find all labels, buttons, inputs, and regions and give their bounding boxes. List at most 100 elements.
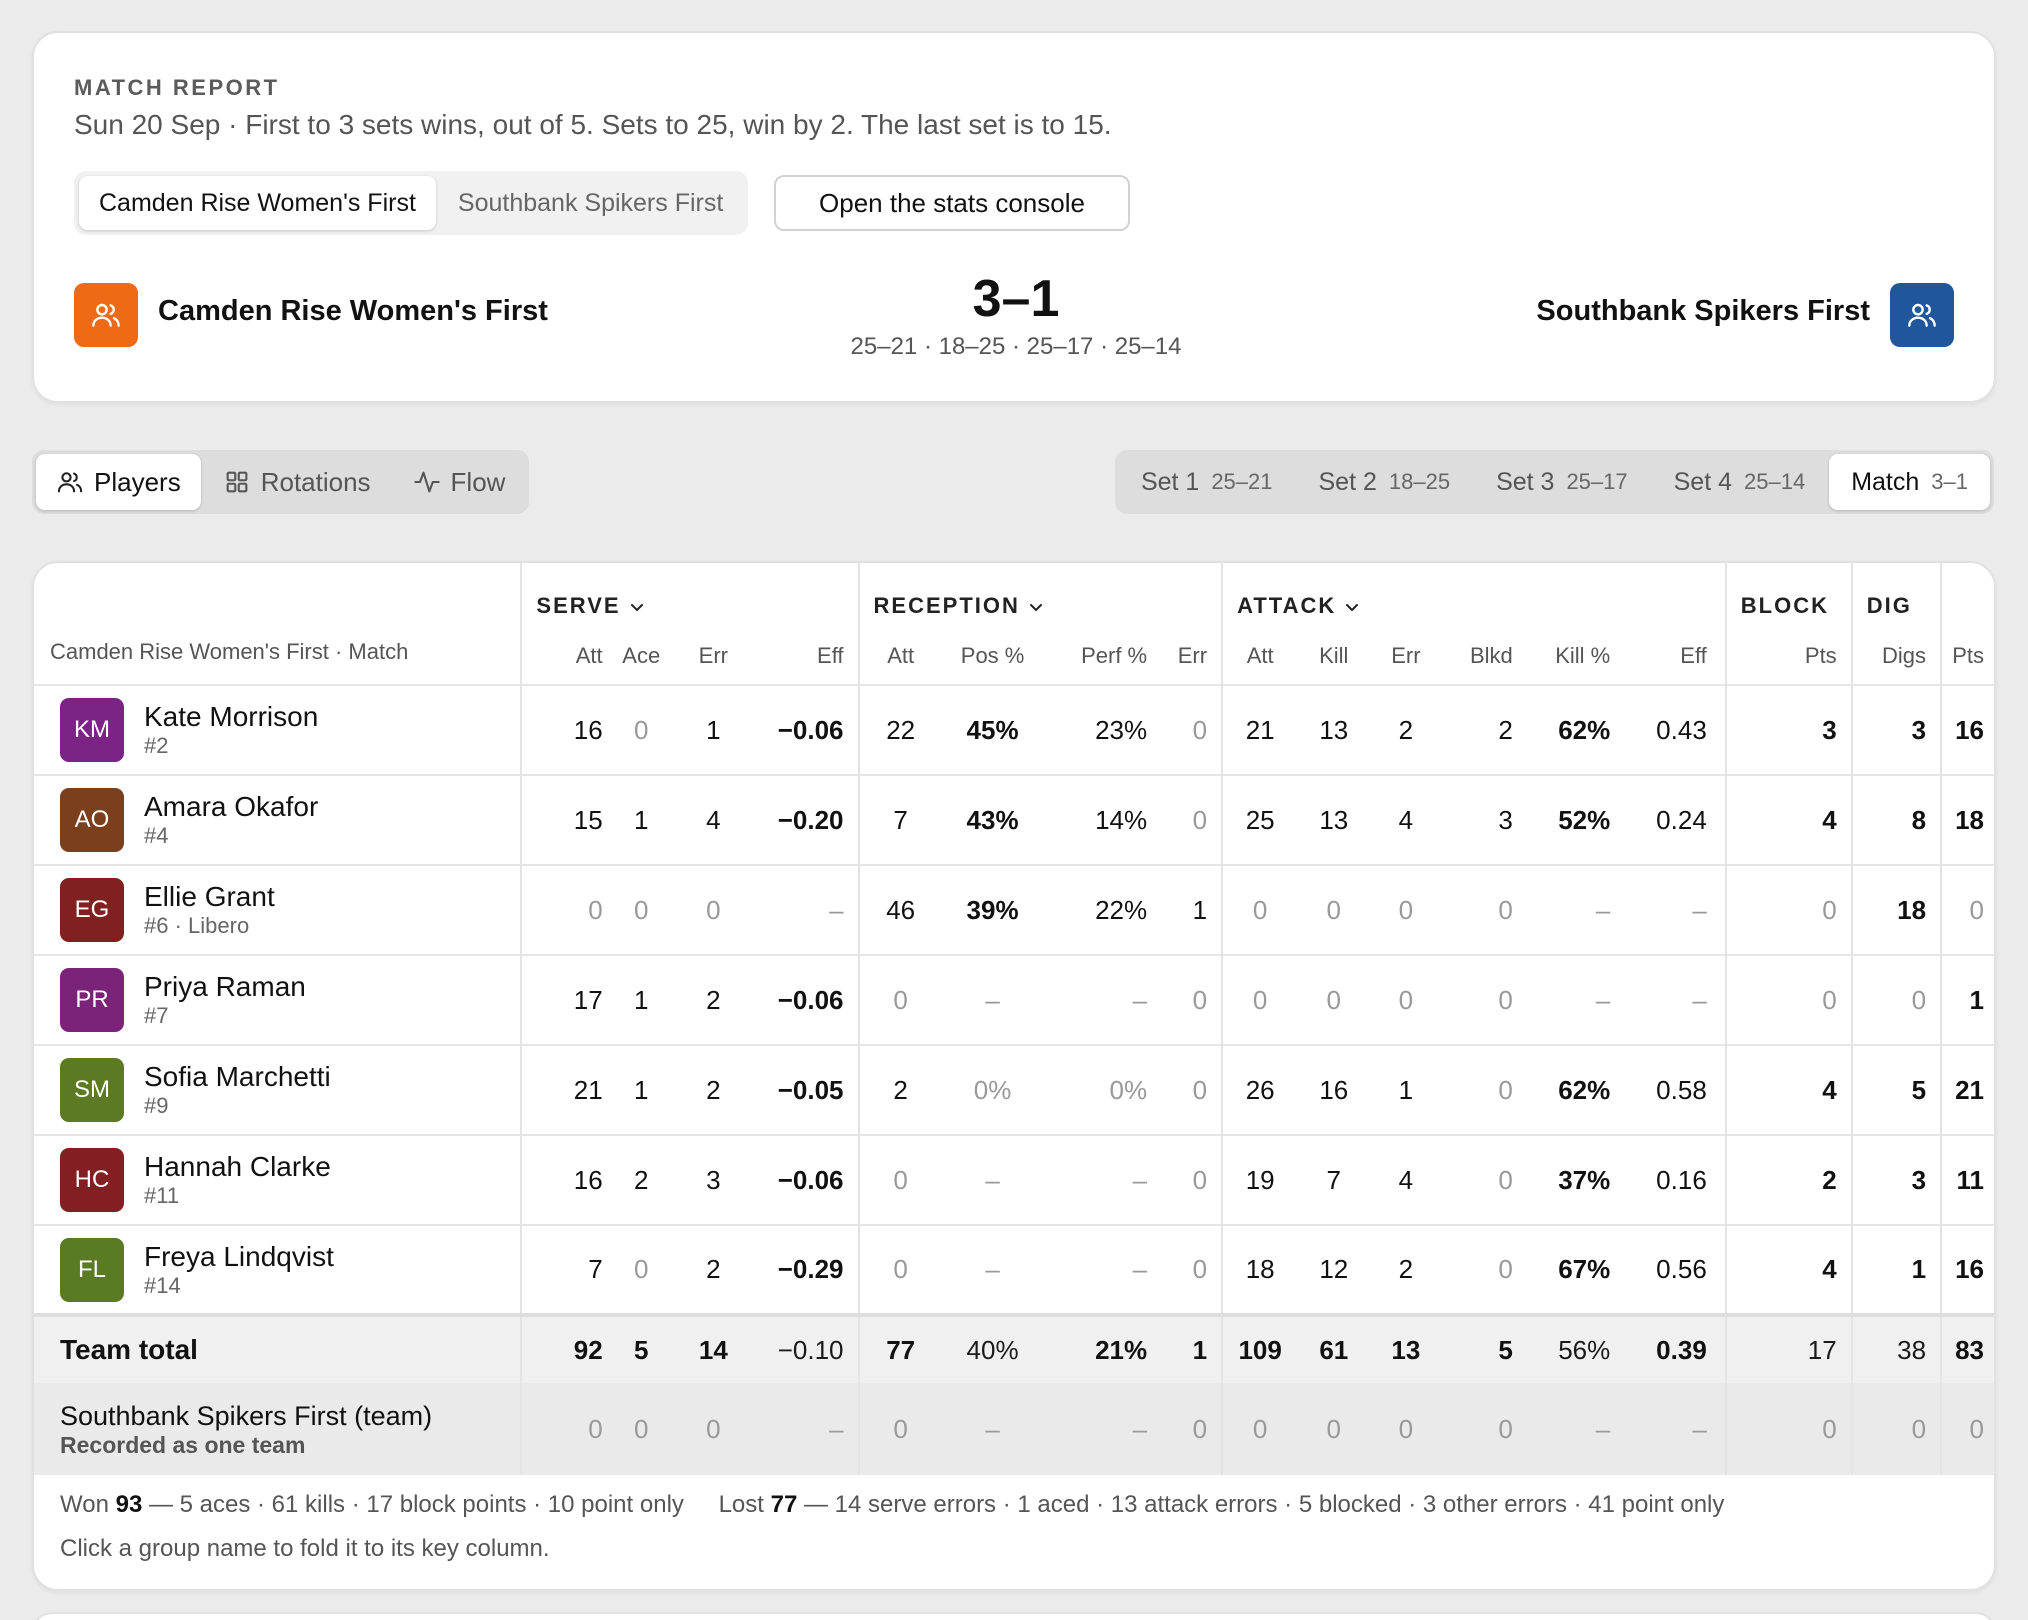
tab-set-1[interactable]: Set 1 25–21 [1119,454,1295,510]
player-row[interactable]: EG Ellie Grant #6 · Libero 0 0 0–46 39% 22% 1 0 0 0… [34,864,1994,955]
stat-cell: 17 [520,954,603,1045]
stat-cell: 0.43 [1628,684,1726,775]
stat-cell: −0.20 [746,774,859,865]
stat-cell: 11 [1940,1134,1994,1225]
away-team-name: Southbank Spikers First [1536,295,1870,327]
tab-match[interactable]: Match 3–1 [1829,454,1990,510]
won-value: 93 [115,1491,143,1518]
column-header[interactable]: Kill [1319,642,1349,668]
column-header[interactable]: Eff [1680,642,1707,668]
column-header[interactable]: Err [1177,642,1208,668]
stat-cell: 4 [1724,1224,1852,1315]
stat-cell: 38 [1850,1313,1942,1383]
stat-cell: 0 [1297,954,1371,1045]
open-stats-console-button[interactable]: Open the stats console [774,175,1130,231]
column-header[interactable]: Kill % [1555,642,1611,668]
player-cell: FL Freya Lindqvist #14 [34,1224,522,1315]
group-dig[interactable]: DIG [1850,563,1942,627]
player-name[interactable]: Hannah Clarke [144,1151,331,1182]
stat-cell: −0.06 [746,954,859,1045]
table-context-label: Camden Rise Women's First · Match [50,638,409,664]
column-header[interactable]: Pts [1940,627,1994,685]
stat-cell: 0 [602,1383,680,1475]
stat-cell: 22% [1043,864,1162,955]
column-header[interactable]: Perf % [1081,642,1148,668]
player-name[interactable]: Ellie Grant [144,881,275,912]
player-row[interactable]: HC Hannah Clarke #11 16 2 3 −0.06 0– –0 19 7 4 0 37% 0… [34,1134,1994,1225]
stat-cell: – [1043,1134,1162,1225]
player-name[interactable]: Priya Raman [144,971,306,1002]
stat-cell: 0 [1441,954,1533,1045]
player-avatar: HC [60,1148,124,1212]
group-block[interactable]: BLOCK [1724,563,1852,627]
stat-cell: 4 [1724,1044,1852,1135]
stat-cell: – [1532,954,1629,1045]
users-icon [57,472,83,493]
player-name[interactable]: Sofia Marchetti [144,1061,331,1092]
set-tab-label: Set 3 [1496,467,1555,496]
stat-cell: 21 [1940,1044,1994,1135]
stat-cell: 0 [1161,684,1223,775]
stat-cell: 19 [1221,1134,1298,1225]
player-stats-card: Camden Rise Women's First · Match SERVE … [32,561,1996,1591]
stat-cell: 0 [1221,1383,1298,1475]
tab-rotations[interactable]: Rotations [203,454,391,510]
column-header[interactable]: Err [698,642,728,668]
column-header[interactable]: Digs [1850,627,1942,685]
player-name[interactable]: Freya Lindqvist [144,1240,334,1272]
chevron-down-icon [1029,604,1042,612]
column-header[interactable]: Blkd [1470,642,1513,668]
stat-cell: 0 [1850,1383,1942,1475]
tab-set-2[interactable]: Set 2 18–25 [1297,454,1473,510]
set-tab-score: 25–21 [1211,469,1273,494]
set-tab-score: 18–25 [1388,469,1451,494]
stat-cell: 13 [1297,684,1371,775]
stat-cell: 0 [1441,1383,1533,1475]
tab-label: Flow [450,466,506,497]
stat-cell: – [746,864,859,955]
stat-cell: – [1532,1383,1629,1475]
player-number: #6 · Libero [144,913,250,938]
column-header[interactable]: Ace [622,642,661,668]
column-header[interactable]: Att [520,627,603,685]
player-name[interactable]: Amara Okafor [144,791,319,822]
stat-cell: 21% [1043,1313,1162,1383]
stat-cell: 1 [1370,1044,1442,1135]
player-row[interactable]: AO Amara Okafor #4 15 1 4 −0.20 7 43% 14% 0 25 13 4 3 5… [34,774,1994,865]
team-total-label: Team total [60,1334,198,1365]
column-header[interactable]: Pos % [960,642,1025,668]
player-row[interactable]: KM Kate Morrison #2 16 0 1 −0.06 22 45% 23% 0 21 13 2… [34,684,1994,775]
tab-players[interactable]: Players [36,454,201,510]
set-scores-summary: 25–21 · 18–25 · 25–17 · 25–14 [850,333,1182,360]
grid-icon [226,471,248,493]
tab-set-3[interactable]: Set 3 25–17 [1474,454,1650,510]
stat-cell: 7 [520,1224,603,1315]
stat-cell: 21 [520,1044,603,1135]
stat-cell: 0 [1724,1383,1852,1475]
player-row[interactable]: FL Freya Lindqvist #14 7 0 2 −0.29 0– –0 18 12 2 0 67… [34,1224,1994,1315]
group-reception[interactable]: RECEPTION [857,563,1223,627]
player-avatar: EG [60,878,124,942]
group-label: ATTACK [1237,593,1337,618]
stat-cell: 5 [1441,1313,1533,1383]
column-header[interactable]: Err [1391,642,1421,668]
points-summary: Won 93 — 5 aces · 61 kills · 17 block po… [60,1491,1724,1519]
stat-cell: 39% [941,864,1044,955]
tab-set-4[interactable]: Set 4 25–14 [1652,454,1828,510]
column-header[interactable]: Eff [817,642,844,668]
player-row[interactable]: PR Priya Raman #7 17 1 2 −0.06 0– –0 0 0 0 0– –0 0 1 [34,954,1994,1045]
column-header[interactable]: Att [1221,627,1298,685]
player-number: #9 [144,1093,169,1118]
player-name[interactable]: Kate Morrison [144,701,319,732]
tab-flow[interactable]: Flow [393,454,526,510]
team-toggle-home[interactable]: Camden Rise Women's First [79,176,436,230]
stat-cell: 0 [1441,864,1533,955]
group-attack[interactable]: ATTACK [1221,563,1726,627]
column-header[interactable]: Att [857,627,942,685]
player-row[interactable]: SM Sofia Marchetti #9 21 1 2 −0.05 2 0% 0% 0 26 16 1 0… [34,1044,1994,1135]
team-toggle-away[interactable]: Southbank Spikers First [457,188,724,217]
stat-cell: −0.10 [746,1313,859,1383]
column-header[interactable]: Pts [1724,627,1852,685]
stat-cell: 0 [520,1383,603,1475]
group-serve[interactable]: SERVE [520,563,859,627]
